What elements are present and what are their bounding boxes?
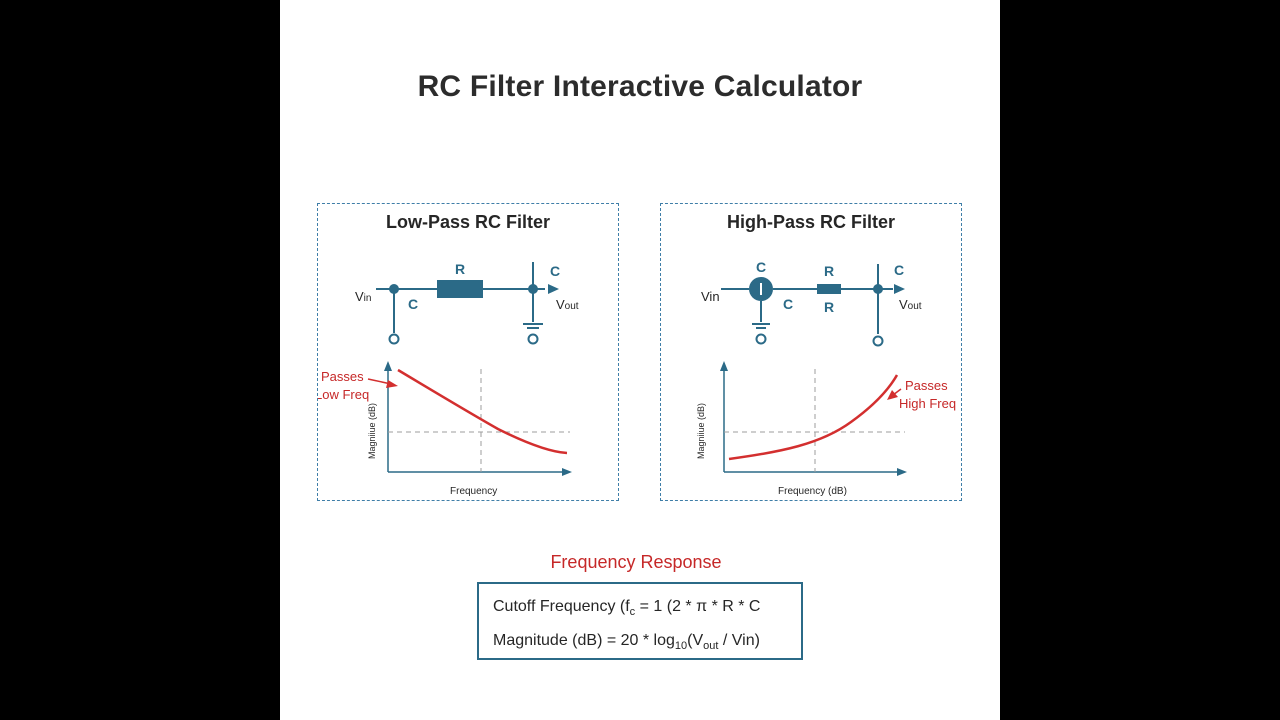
cutoff-formula: Cutoff Frequency (fc = 1 (2 * π * R * C (493, 598, 761, 619)
hp-y-arrow (720, 361, 728, 371)
lp-ground-terminal (527, 333, 539, 345)
high-pass-panel: High-Pass RC Filter Vin Vout (660, 203, 962, 501)
hp-ylabel: Magniiue (dB) (696, 403, 706, 459)
hp-resistor-top-label: R (824, 263, 834, 279)
low-pass-title: Low-Pass RC Filter (385, 212, 551, 232)
hp-ground-terminal (755, 333, 767, 345)
hp-vout-label: Vout (899, 297, 922, 312)
lp-y-arrow (384, 361, 392, 371)
formula-box: Cutoff Frequency (fc = 1 (2 * π * R * C … (477, 582, 803, 660)
high-pass-diagram: Vin Vout C C R R C (696, 259, 956, 497)
lp-resistor (437, 280, 483, 298)
lp-annotation-arrow (367, 378, 392, 385)
magnitude-formula: Magnitude (dB) = 20 * log10(Vout / Vin) (493, 632, 760, 653)
lp-input-node (389, 284, 399, 294)
hp-output-node (873, 284, 883, 294)
hp-response-curve (728, 374, 899, 461)
lp-output-arrow (548, 284, 559, 294)
hp-out-c-label: C (894, 262, 904, 278)
lp-output-node (528, 284, 538, 294)
hp-annotation-line2: High Freq (899, 396, 956, 411)
high-pass-title: High-Pass RC Filter (726, 212, 896, 232)
hp-cap-top-label: C (756, 259, 766, 275)
hp-annotation-arrowhead (887, 390, 898, 400)
lp-xlabel: Frequency (450, 486, 497, 497)
hp-xlabel: Frequency (dB) (778, 486, 847, 497)
hp-vin-label: Vin (701, 289, 720, 304)
frequency-response-title: Frequency Response (550, 552, 722, 572)
page: RC Filter Interactive Calculator Low-Pas… (280, 0, 1000, 720)
page-title: RC Filter Interactive Calculator (417, 70, 863, 103)
lp-annotation-arrowhead (386, 380, 398, 388)
lp-x-arrow (562, 468, 572, 476)
lp-response-curve (397, 368, 568, 455)
hp-resistor-bottom-label: R (824, 299, 834, 315)
lp-capacitor-label: C (550, 263, 560, 279)
lp-annotation-line1: Passes (321, 369, 364, 384)
low-pass-diagram: Vin Vout C R C Passes (318, 261, 579, 497)
hp-resistor (817, 284, 841, 294)
lp-annotation-line2: Low Freq (318, 387, 369, 402)
hp-output-arrow (894, 284, 905, 294)
lp-ylabel: Magniiue (dB) (367, 403, 377, 459)
hp-output-terminal (872, 335, 884, 347)
hp-annotation-line1: Passes (905, 378, 948, 393)
lp-vin-label: Vin (355, 289, 371, 304)
lp-vout-label: Vout (556, 297, 579, 312)
lp-node-c-label: C (408, 296, 418, 312)
hp-cap-side-label: C (783, 296, 793, 312)
low-pass-panel: Low-Pass RC Filter Vin Vout C (317, 203, 619, 501)
hp-x-arrow (897, 468, 907, 476)
lp-input-terminal (388, 333, 400, 345)
lp-resistor-label: R (455, 261, 465, 277)
